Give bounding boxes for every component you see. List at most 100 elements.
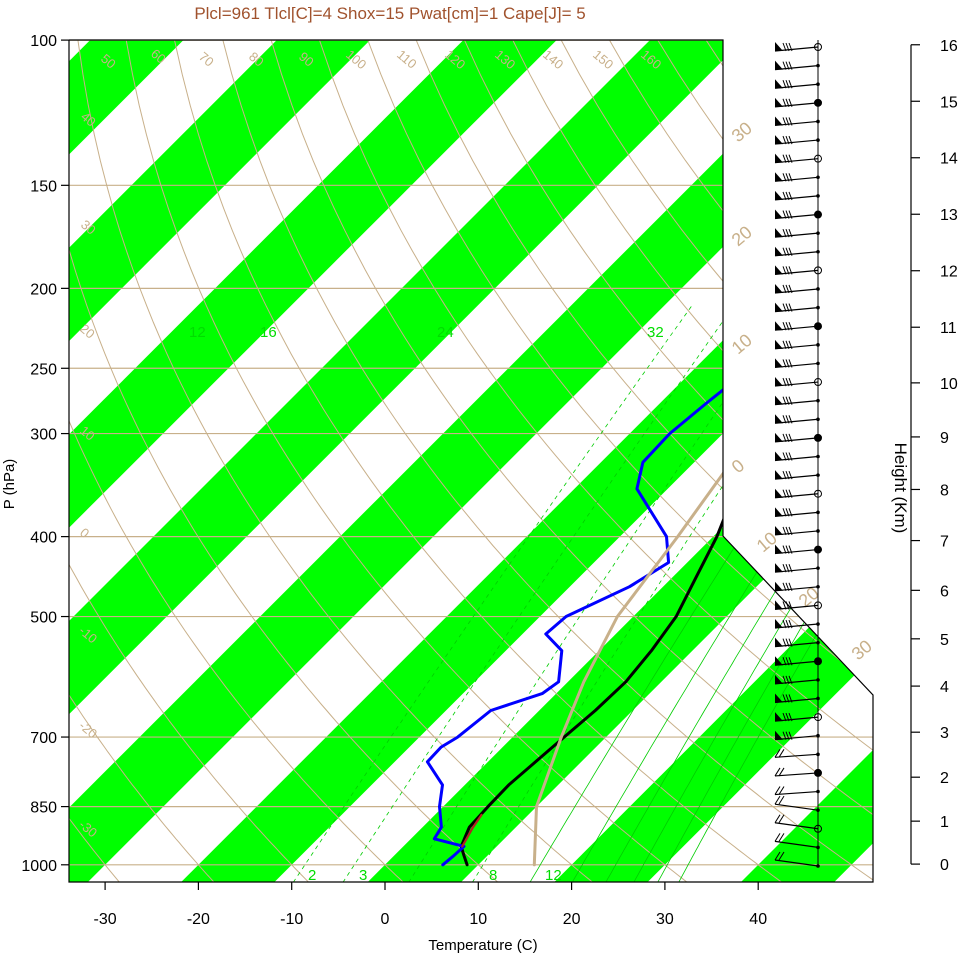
dry-adiabat-line [69,40,215,882]
dry-adiabat-line [464,40,873,882]
wind-barb [774,228,820,238]
isotherm-label: 0 [728,455,749,477]
height-tick-label: 12 [940,264,958,281]
pressure-tick-label: 300 [30,427,57,444]
temperature-tick-label: 10 [469,911,487,928]
wind-barb [774,395,820,406]
isotherm-label: 10 [728,330,756,358]
mixing-ratio-line [342,305,735,882]
wind-barb [774,730,820,741]
wind-barb [774,507,820,517]
dry-adiabat-line [69,40,120,882]
wind-barb [774,656,822,666]
pressure-tick-label: 850 [30,800,57,817]
dry-adiabat-line [69,40,404,882]
wind-barb [774,377,822,387]
isotherm-band [740,40,873,882]
dry-adiabat-label: 70 [196,49,217,70]
wind-barb [774,814,822,833]
wind-barb [774,851,820,868]
isotherm-band [554,40,873,882]
isotherm-label: 30 [848,636,876,664]
wind-barb [774,786,820,796]
mixing-ratio-label: 12 [189,324,206,341]
dry-adiabat-line [802,40,873,882]
height-tick-label: 2 [940,770,949,787]
temperature-tick-label: 40 [749,911,767,928]
wind-barb [774,42,822,52]
dry-adiabat-line [270,40,873,882]
mixing-ratio-label: 32 [647,324,664,341]
wind-barb [774,60,820,71]
pressure-tick-label: 250 [30,361,57,378]
height-tick-label: 4 [940,679,949,696]
wind-barb [774,525,820,536]
series-lifted-segment-line [461,813,483,848]
height-tick-label: 11 [940,320,957,337]
pressure-tick-label: 200 [30,281,57,298]
wind-barb [774,749,820,758]
wind-barb [774,795,820,812]
temperature-tick-label: -20 [187,911,210,928]
wind-barb [774,833,820,850]
isotherm-band [69,40,873,882]
wind-barb [774,451,820,462]
wind-barb [774,79,820,89]
wind-barb [774,619,820,629]
temperature-tick-label: -30 [94,911,117,928]
wind-barb [774,246,820,257]
isotherm-band [180,40,873,882]
temperature-tick-label: 30 [656,911,674,928]
height-axis-title: Height (Km) [891,443,910,534]
plot-area [69,40,873,882]
wind-barb [774,283,820,294]
x-axis-title: Temperature (C) [428,937,537,954]
wind-barb [774,116,820,127]
wind-barbs [774,40,822,868]
wind-barb [774,712,822,722]
wind-barb [774,637,820,648]
mixing-ratio-line [472,305,843,882]
dry-adiabat-label: 110 [394,47,420,72]
isotherm-bands [69,40,873,882]
mixing-ratio-label: 16 [260,324,277,341]
wind-barb [774,190,820,201]
wind-barb [774,321,822,331]
mixing-ratio-line [657,305,873,882]
temperature-tick-label: 0 [381,911,390,928]
isotherm-band [69,40,370,882]
pressure-tick-label: 150 [30,178,57,195]
height-tick-label: 0 [940,857,949,874]
height-tick-label: 3 [940,725,949,742]
temperature-tick-label: -10 [280,911,303,928]
wind-barb [774,767,822,777]
pressure-tick-label: 500 [30,610,57,627]
height-tick-label: 13 [940,207,958,224]
height-tick-label: 1 [940,814,949,831]
mixing-ratio-label: 3 [359,867,367,884]
wind-barb [774,172,820,182]
pressure-tick-label: 1000 [21,858,57,875]
isotherm-band [69,40,557,882]
height-tick-label: 14 [940,151,958,168]
wind-barb [774,693,820,704]
wind-barb [774,302,820,313]
isotherm-label: 0 [77,525,92,541]
height-tick-label: 16 [940,38,958,55]
wind-barb [774,339,820,350]
mixing-ratio-label: 24 [437,324,454,341]
wind-barb [774,135,820,145]
dry-adiabat-line [754,40,873,882]
mixing-ratio-label: 2 [308,867,316,884]
wind-barb [774,581,820,592]
wind-barb [774,674,820,685]
wind-barb [774,358,820,369]
wind-barb [774,265,822,275]
isotherm-label: 30 [728,118,756,146]
wind-barb [774,209,822,220]
dry-adiabat-line [77,40,593,882]
plot-frame [68,39,874,883]
dry-adiabat-line [222,40,873,882]
dry-adiabat-line [69,40,310,882]
